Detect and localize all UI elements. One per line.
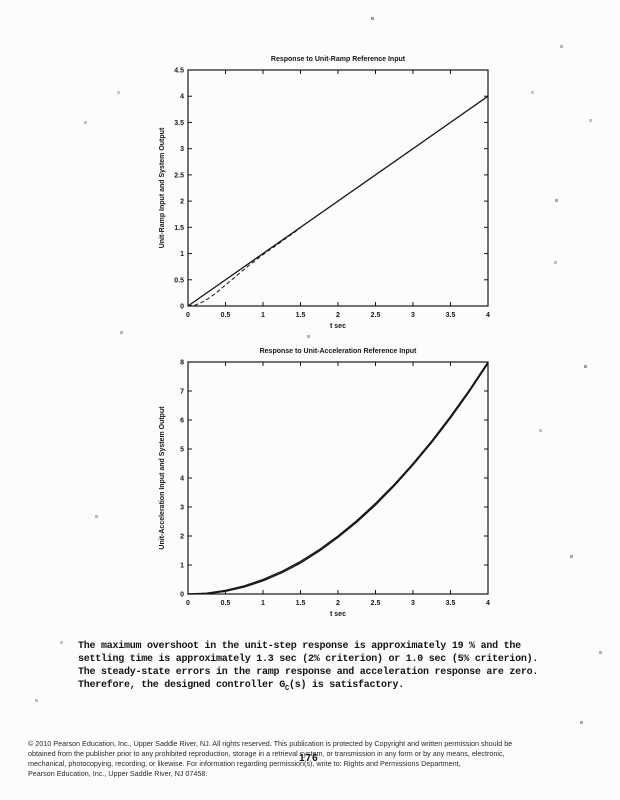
x-tick-label: 2.5: [371, 312, 381, 319]
text-line: settling time is approximately 1.3 sec (…: [78, 654, 539, 665]
x-tick-label: 1.5: [296, 312, 306, 319]
copyright-line: © 2010 Pearson Education, Inc., Upper Sa…: [28, 739, 513, 748]
x-tick-label: 0.5: [221, 600, 231, 607]
x-tick-label: 2: [336, 600, 340, 607]
x-tick-label: 3.5: [446, 312, 456, 319]
y-axis-label: Unit-Ramp Input and System Output: [159, 127, 166, 248]
y-tick-label: 3: [180, 505, 184, 512]
x-tick-label: 2.5: [371, 600, 381, 607]
y-tick-label: 6: [180, 418, 184, 425]
chart-title: Response to Unit-Acceleration Reference …: [260, 348, 417, 355]
text-segment: (s) is satisfactory.: [289, 680, 405, 691]
x-axis-label: t sec: [330, 611, 346, 618]
x-tick-label: 3: [411, 312, 415, 319]
x-tick-label: 2: [336, 312, 340, 319]
ramp-response-chart: 0 0.5 1 1.5 2 2.5 3 3.5 4 0 0.5 1 1.5 2 2.5 3 3.5 4 4.5 Res…: [159, 56, 490, 330]
series-unit-acceleration-input: [187, 361, 489, 595]
y-tick-label: 1: [180, 251, 184, 258]
y-tick-label: 4: [180, 476, 184, 483]
acceleration-response-chart: 0 0.5 1 1.5 2 2.5 3 3.5 4 0 1 2 3 4 5 6 7 8 Response to Un…: [159, 348, 490, 618]
y-tick-label: 0.5: [174, 277, 184, 284]
x-axis-label: t sec: [330, 323, 346, 330]
x-tick-label: 1.5: [296, 600, 306, 607]
y-tick-label: 3.5: [174, 120, 184, 127]
series-system-output: [187, 363, 489, 595]
scan-noise: [0, 0, 1, 1]
copyright-line: Pearson Education, Inc., Upper Saddle Ri…: [28, 769, 208, 778]
text-line: The maximum overshoot in the unit-step r…: [78, 641, 521, 652]
chart-title: Response to Unit-Ramp Reference Input: [271, 56, 406, 63]
x-tick-label: 0: [186, 312, 190, 319]
x-tick-label: 3: [411, 600, 415, 607]
text-segment: Therefore, the designed controller G: [78, 680, 286, 691]
y-tick-label: 3: [180, 146, 184, 153]
y-tick-label: 7: [180, 389, 184, 396]
y-tick-label: 2: [180, 534, 184, 541]
y-tick-label: 2.5: [174, 172, 184, 179]
y-tick-label: 0: [180, 304, 184, 311]
x-tick-label: 0.5: [221, 312, 231, 319]
text-line: The steady-state errors in the ramp resp…: [78, 667, 539, 678]
y-tick-label: 8: [180, 360, 184, 367]
series-system-output: [187, 227, 301, 307]
page-number: 176: [299, 753, 319, 764]
x-tick-label: 4: [486, 600, 490, 607]
y-tick-label: 5: [180, 447, 184, 454]
x-tick-label: 1: [261, 600, 265, 607]
y-tick-label: 4: [180, 94, 184, 101]
x-tick-label: 4: [486, 312, 490, 319]
y-tick-label: 2: [180, 199, 184, 206]
x-tick-label: 0: [186, 600, 190, 607]
text-line: Therefore, the designed controller GC(s)…: [78, 679, 568, 696]
series-unit-ramp-input: [187, 95, 489, 307]
plot-frame: [187, 361, 489, 595]
y-tick-label: 1.5: [174, 225, 184, 232]
copyright-line: obtained from the publisher prior to any…: [28, 749, 505, 758]
x-tick-label: 1: [261, 312, 265, 319]
y-tick-label: 1: [180, 563, 184, 570]
plot-frame: [187, 69, 489, 307]
subscript-c: C: [285, 685, 289, 693]
x-tick-label: 3.5: [446, 600, 456, 607]
analysis-paragraph: The maximum overshoot in the unit-step r…: [78, 640, 568, 696]
y-tick-label: 0: [180, 592, 184, 599]
y-tick-label: 4.5: [174, 68, 184, 75]
copyright-notice: © 2010 Pearson Education, Inc., Upper Sa…: [28, 739, 603, 779]
y-axis-label: Unit-Acceleration Input and System Outpu…: [159, 406, 166, 550]
copyright-line: mechanical, photocopying, recording, or …: [28, 759, 461, 768]
